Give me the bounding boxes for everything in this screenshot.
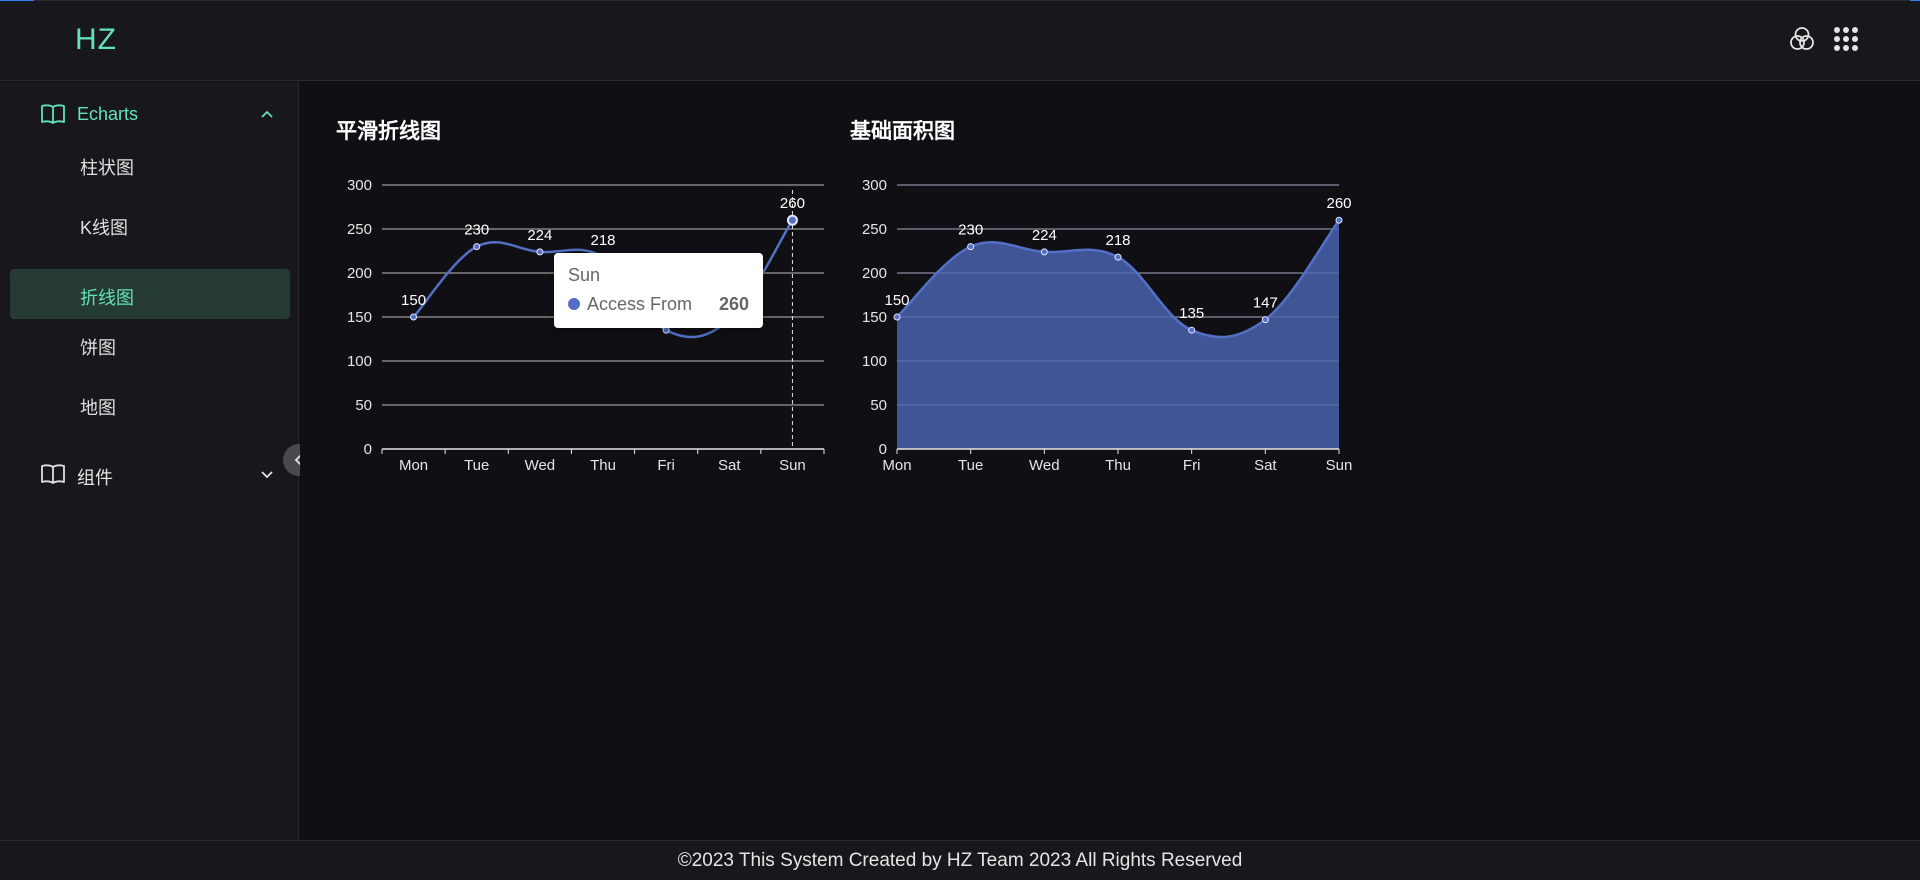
- theme-button[interactable]: [1786, 23, 1818, 55]
- tooltip-x-label: Sun: [568, 265, 601, 285]
- data-label: 230: [958, 222, 983, 239]
- chevron-left-icon: [294, 454, 302, 466]
- y-tick-label: 150: [862, 309, 887, 326]
- x-tick-label: Mon: [882, 457, 911, 474]
- sidebar-item-label: 饼图: [80, 338, 116, 358]
- main-content: 平滑折线图 基础面积图 0 50 100 150 200 250 300 Mon Tue Wed T…: [300, 82, 1920, 840]
- book-icon: [41, 464, 65, 484]
- sidebar-item-map[interactable]: 地图: [10, 379, 290, 429]
- book-icon: [41, 104, 65, 124]
- x-tick-label: Sat: [718, 457, 741, 474]
- x-tick-label: Mon: [399, 457, 428, 474]
- data-label: 224: [527, 227, 552, 244]
- data-label: 135: [1179, 305, 1204, 322]
- sidebar-item-bar-chart[interactable]: 柱状图: [10, 139, 290, 189]
- data-point: [1114, 253, 1122, 261]
- sidebar: Echarts 柱状图 K线图 折线图 饼图 地图 组件: [0, 82, 299, 840]
- app-header: HZ: [0, 1, 1920, 81]
- data-label: 260: [780, 195, 805, 212]
- color-circles-icon: [1790, 27, 1814, 50]
- x-tick-label: Wed: [1029, 457, 1060, 474]
- y-tick-label: 150: [347, 309, 372, 326]
- data-point: [1335, 216, 1343, 224]
- menu-group-label: 组件: [77, 468, 113, 488]
- data-point: [473, 243, 481, 251]
- y-tick-label: 250: [862, 221, 887, 238]
- sidebar-item-label: 柱状图: [80, 158, 134, 178]
- chart-tooltip: Sun Access From 260: [554, 253, 763, 328]
- footer: ©2023 This System Created by HZ Team 202…: [0, 840, 1920, 880]
- data-label: 150: [401, 292, 426, 309]
- data-label: 218: [1105, 232, 1130, 249]
- x-tick-label: Thu: [590, 457, 616, 474]
- data-point: [967, 243, 975, 251]
- sidebar-item-kline-chart[interactable]: K线图: [10, 199, 290, 249]
- data-point: [536, 248, 544, 256]
- y-tick-label: 250: [347, 221, 372, 238]
- chevron-down-icon: [261, 471, 273, 479]
- smooth-line-chart[interactable]: 0 50 100 150 200 250 300 Mon Tue Wed Thu Fri Sat Sun 1…: [300, 82, 825, 502]
- x-tick-label: Wed: [525, 457, 556, 474]
- x-tick-label: Tue: [958, 457, 983, 474]
- y-tick-label: 50: [355, 397, 372, 414]
- sidebar-item-label: K线图: [80, 218, 129, 238]
- y-tick-label: 200: [347, 265, 372, 282]
- data-point: [1188, 326, 1196, 334]
- x-tick-label: Thu: [1105, 457, 1131, 474]
- area-fill: [897, 220, 1339, 449]
- tooltip-series-name: Access From: [587, 294, 693, 314]
- area-chart[interactable]: 0 50 100 150 200 250 300 Mon Tue Wed Thu Fri Sat Sun 1…: [300, 82, 1400, 502]
- data-point: [1040, 248, 1048, 256]
- y-tick-label: 300: [862, 177, 887, 194]
- footer-copyright: ©2023 This System Created by HZ Team 202…: [677, 849, 1243, 871]
- y-tick-label: 50: [870, 397, 887, 414]
- tooltip-value: 260: [718, 294, 749, 314]
- data-label: 218: [590, 232, 615, 249]
- data-label: 230: [464, 222, 489, 239]
- data-label: 150: [884, 292, 909, 309]
- chart-title-area: 基础面积图: [850, 120, 955, 143]
- y-tick-label: 200: [862, 265, 887, 282]
- chevron-up-icon: [261, 110, 273, 118]
- menu-group-components[interactable]: 组件: [0, 449, 299, 499]
- sidebar-item-line-chart[interactable]: 折线图: [10, 269, 290, 319]
- x-tick-label: Sun: [1326, 457, 1353, 474]
- data-point: [410, 313, 418, 321]
- data-point: [786, 214, 798, 226]
- y-tick-label: 100: [347, 353, 372, 370]
- apps-grid-icon: [1834, 27, 1858, 51]
- data-label: 147: [1253, 295, 1278, 312]
- x-tick-label: Sun: [779, 457, 806, 474]
- y-tick-label: 0: [364, 441, 372, 458]
- y-tick-label: 0: [879, 441, 887, 458]
- data-label: 224: [1032, 227, 1057, 244]
- sidebar-item-label: 折线图: [80, 288, 134, 308]
- sidebar-item-label: 地图: [80, 398, 116, 418]
- x-tick-label: Tue: [464, 457, 489, 474]
- y-tick-label: 100: [862, 353, 887, 370]
- data-label: 260: [1326, 195, 1351, 212]
- x-tick-label: Sat: [1254, 457, 1277, 474]
- apps-button[interactable]: [1830, 23, 1862, 55]
- tooltip-series-marker: [568, 298, 580, 310]
- menu-group-label: Echarts: [77, 104, 139, 124]
- menu-group-echarts[interactable]: Echarts: [0, 89, 299, 139]
- x-tick-label: Fri: [657, 457, 675, 474]
- x-tick-label: Fri: [1183, 457, 1201, 474]
- app-logo[interactable]: HZ: [75, 23, 117, 56]
- chart-title-smooth-line: 平滑折线图: [336, 120, 441, 143]
- data-point: [1261, 316, 1269, 324]
- y-tick-label: 300: [347, 177, 372, 194]
- sidebar-item-pie-chart[interactable]: 饼图: [10, 319, 290, 369]
- data-point: [893, 313, 901, 321]
